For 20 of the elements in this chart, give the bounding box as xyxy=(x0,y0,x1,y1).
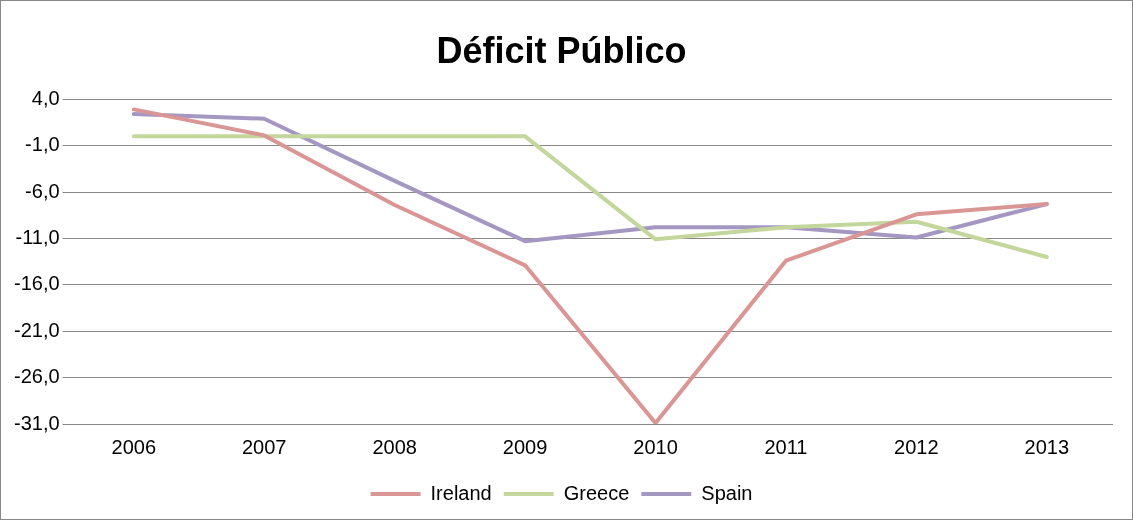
y-tick-label: -31,0 xyxy=(13,411,60,434)
y-tick-label: -26,0 xyxy=(13,365,60,388)
x-tick-label: 2008 xyxy=(372,435,417,458)
chart-title: Déficit Público xyxy=(436,29,687,71)
y-tick-label: -6,0 xyxy=(25,179,60,202)
x-tick-label: 2012 xyxy=(894,435,939,458)
legend-label: Spain xyxy=(701,481,753,504)
legend-label: Ireland xyxy=(430,481,492,504)
legend-label: Greece xyxy=(563,481,630,504)
x-tick-label: 2009 xyxy=(502,435,548,458)
x-tick-label: 2007 xyxy=(241,435,287,458)
y-tick-label: -16,0 xyxy=(13,272,60,295)
x-tick-label: 2013 xyxy=(1024,435,1070,458)
y-tick-label: -11,0 xyxy=(15,225,60,248)
y-tick-label: 4,0 xyxy=(31,86,60,109)
y-tick-label: -21,0 xyxy=(13,318,60,341)
x-tick-label: 2006 xyxy=(111,435,157,458)
y-tick-label: -1,0 xyxy=(25,133,60,156)
x-tick-label: 2010 xyxy=(633,435,678,458)
x-tick-label: 2011 xyxy=(764,435,808,458)
